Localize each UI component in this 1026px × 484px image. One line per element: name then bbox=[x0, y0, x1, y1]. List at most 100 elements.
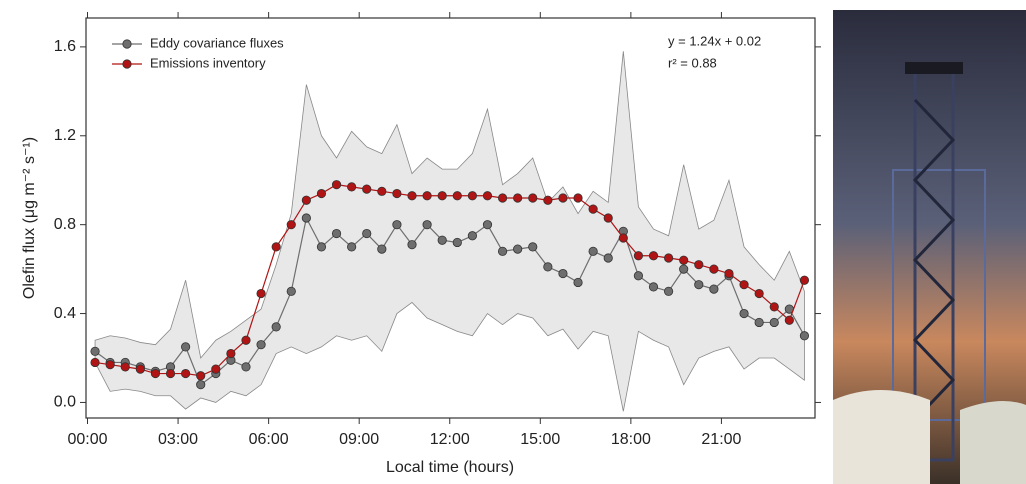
annotation: r² = 0.88 bbox=[668, 55, 717, 70]
point bbox=[618, 233, 628, 243]
point bbox=[241, 335, 251, 345]
point bbox=[452, 237, 462, 248]
point bbox=[241, 362, 251, 372]
legend-label: Emissions inventory bbox=[150, 55, 266, 70]
point bbox=[588, 204, 598, 214]
point bbox=[90, 346, 100, 356]
point bbox=[256, 288, 266, 299]
point bbox=[196, 371, 206, 381]
point bbox=[709, 284, 719, 294]
point bbox=[377, 244, 387, 254]
x-tick-label: 18:00 bbox=[611, 431, 651, 448]
point bbox=[648, 282, 659, 292]
point bbox=[784, 315, 794, 325]
point bbox=[633, 271, 644, 281]
point bbox=[422, 191, 432, 201]
y-axis-label: Olefin flux (μg m⁻² s⁻¹) bbox=[21, 137, 38, 299]
point bbox=[392, 188, 402, 199]
point bbox=[316, 242, 327, 252]
point bbox=[407, 191, 417, 201]
point bbox=[286, 220, 296, 230]
x-tick-label: 03:00 bbox=[158, 431, 198, 448]
point bbox=[754, 288, 764, 299]
point bbox=[513, 193, 523, 203]
point bbox=[165, 368, 176, 379]
point bbox=[573, 193, 583, 203]
point bbox=[528, 193, 538, 203]
photo bbox=[833, 10, 1026, 484]
x-tick-label: 00:00 bbox=[67, 431, 107, 448]
point bbox=[467, 231, 477, 241]
point bbox=[709, 264, 719, 274]
point bbox=[347, 182, 357, 192]
point bbox=[558, 193, 568, 203]
point bbox=[392, 220, 402, 230]
point bbox=[150, 368, 161, 379]
point bbox=[573, 277, 583, 288]
point bbox=[331, 228, 342, 239]
y-tick-label: 1.2 bbox=[54, 127, 76, 144]
point bbox=[347, 242, 357, 252]
point bbox=[407, 240, 417, 250]
point bbox=[769, 302, 779, 312]
point bbox=[799, 275, 810, 285]
point bbox=[362, 184, 372, 194]
y-tick-label: 0.0 bbox=[54, 394, 76, 411]
point bbox=[120, 362, 130, 372]
point bbox=[301, 195, 311, 205]
range-band bbox=[94, 51, 805, 412]
point bbox=[196, 380, 206, 390]
point bbox=[633, 251, 644, 261]
annotation: y = 1.24x + 0.02 bbox=[668, 33, 761, 48]
point bbox=[286, 286, 296, 296]
point bbox=[467, 191, 477, 201]
point bbox=[181, 342, 191, 352]
y-tick-label: 0.8 bbox=[54, 216, 76, 233]
point bbox=[90, 357, 100, 368]
point bbox=[316, 188, 327, 199]
point bbox=[739, 280, 749, 290]
x-tick-label: 21:00 bbox=[701, 431, 741, 448]
point bbox=[603, 213, 613, 223]
point bbox=[528, 242, 538, 252]
point bbox=[422, 220, 432, 230]
point bbox=[679, 264, 689, 274]
y-tick-label: 1.6 bbox=[54, 38, 76, 55]
point bbox=[663, 253, 674, 263]
point bbox=[482, 191, 493, 201]
point bbox=[226, 348, 236, 359]
point bbox=[497, 193, 508, 203]
point bbox=[482, 220, 493, 230]
x-tick-label: 12:00 bbox=[430, 431, 470, 448]
point bbox=[558, 268, 568, 279]
point bbox=[588, 246, 598, 256]
point bbox=[211, 364, 221, 374]
point bbox=[648, 251, 659, 261]
point bbox=[603, 253, 613, 263]
point bbox=[135, 364, 145, 374]
point bbox=[271, 322, 281, 332]
point bbox=[271, 242, 281, 252]
point bbox=[663, 286, 674, 296]
point bbox=[679, 255, 689, 265]
x-tick-label: 15:00 bbox=[520, 431, 560, 448]
x-tick-label: 06:00 bbox=[249, 431, 289, 448]
point bbox=[799, 331, 810, 341]
point bbox=[694, 280, 704, 290]
point bbox=[754, 317, 764, 328]
legend-marker bbox=[122, 39, 132, 49]
point bbox=[105, 360, 115, 370]
point bbox=[497, 246, 508, 256]
point bbox=[437, 191, 447, 201]
point bbox=[452, 191, 462, 201]
point bbox=[181, 368, 191, 379]
point bbox=[543, 262, 553, 272]
point bbox=[301, 213, 311, 223]
y-tick-label: 0.4 bbox=[54, 305, 76, 322]
point bbox=[256, 340, 266, 350]
point bbox=[694, 260, 704, 270]
point bbox=[331, 180, 342, 190]
x-tick-label: 09:00 bbox=[339, 431, 379, 448]
x-axis-label: Local time (hours) bbox=[386, 459, 514, 476]
